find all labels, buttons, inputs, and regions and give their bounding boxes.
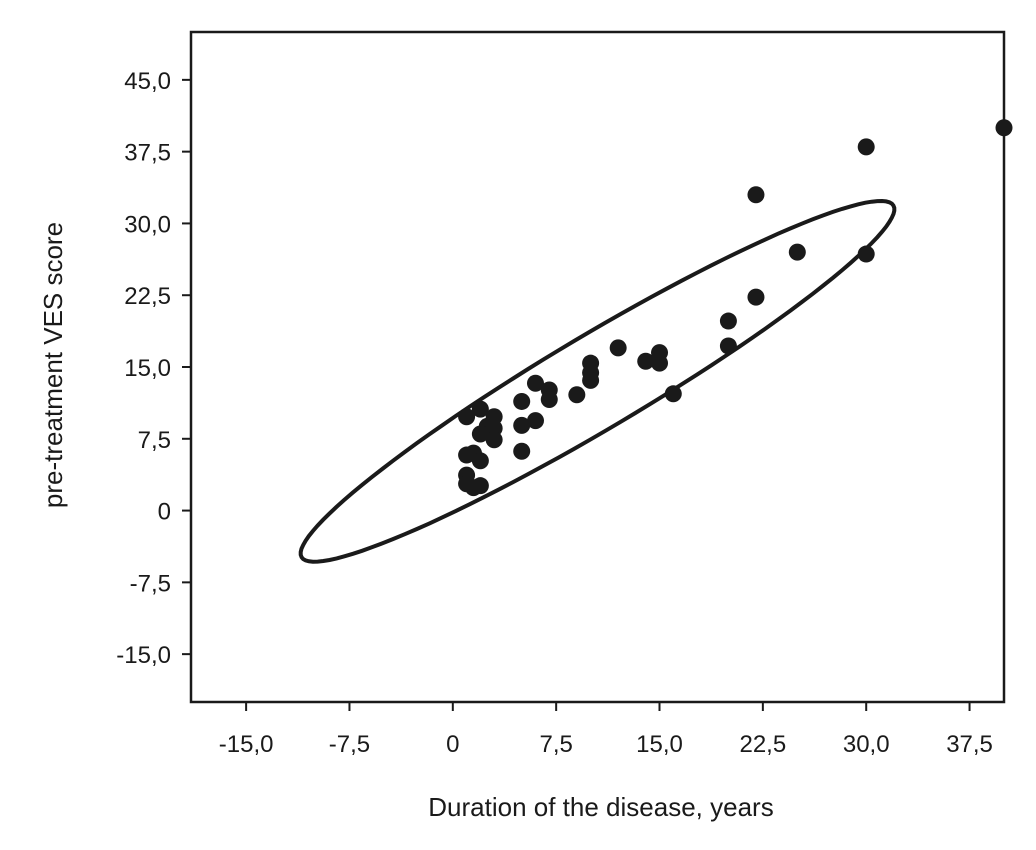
x-tick-label: 0 bbox=[446, 731, 459, 758]
confidence-ellipse bbox=[298, 198, 897, 564]
data-point bbox=[513, 442, 531, 460]
data-point bbox=[747, 186, 765, 204]
data-point bbox=[471, 452, 489, 470]
y-tick-label: 30,0 bbox=[124, 211, 171, 238]
y-tick-label: 37,5 bbox=[124, 140, 171, 167]
data-point bbox=[540, 391, 558, 409]
x-tick-label: 7,5 bbox=[539, 731, 572, 758]
y-tick-label: -7,5 bbox=[130, 570, 171, 597]
x-tick-label: 37,5 bbox=[946, 731, 993, 758]
data-point bbox=[719, 337, 737, 355]
data-point bbox=[458, 446, 476, 464]
data-point bbox=[651, 354, 669, 372]
data-points-layer bbox=[458, 119, 1013, 497]
y-tick-label: -15,0 bbox=[116, 642, 171, 669]
data-point bbox=[857, 245, 875, 263]
data-point bbox=[513, 416, 531, 434]
data-point bbox=[513, 392, 531, 410]
data-point bbox=[637, 352, 655, 370]
data-point bbox=[458, 408, 476, 426]
y-tick-label: 0 bbox=[158, 499, 171, 526]
data-point bbox=[526, 374, 544, 392]
x-tick-label: -15,0 bbox=[219, 731, 274, 758]
data-point bbox=[582, 371, 600, 389]
x-tick-label: -7,5 bbox=[329, 731, 370, 758]
data-point bbox=[788, 243, 806, 261]
y-tick-label: 22,5 bbox=[124, 283, 171, 310]
data-point bbox=[747, 288, 765, 306]
x-tick-label: 30,0 bbox=[843, 731, 890, 758]
data-point bbox=[464, 479, 482, 497]
data-point bbox=[485, 431, 503, 449]
data-point bbox=[526, 412, 544, 430]
data-point bbox=[471, 400, 489, 418]
x-axis-label: Duration of the disease, years bbox=[428, 792, 773, 822]
data-point bbox=[568, 386, 586, 404]
data-point bbox=[471, 425, 489, 443]
data-point bbox=[719, 312, 737, 330]
y-tick-label: 45,0 bbox=[124, 68, 171, 95]
y-axis-label: pre-treatment VES score bbox=[38, 222, 68, 508]
y-tick-label: 15,0 bbox=[124, 355, 171, 382]
data-point bbox=[857, 138, 875, 156]
confidence-ellipse-layer bbox=[298, 198, 897, 564]
data-point bbox=[995, 119, 1013, 137]
data-point bbox=[664, 385, 682, 403]
x-tick-label: 15,0 bbox=[636, 731, 683, 758]
y-tick-label: 7,5 bbox=[138, 427, 171, 454]
data-point bbox=[609, 339, 627, 357]
axis-ticks-layer: -15,0 -7,5 0 7,5 15,0 22,5 30,0 37,5 45,0 37,5 30,… bbox=[116, 68, 993, 758]
x-tick-label: 22,5 bbox=[739, 731, 786, 758]
